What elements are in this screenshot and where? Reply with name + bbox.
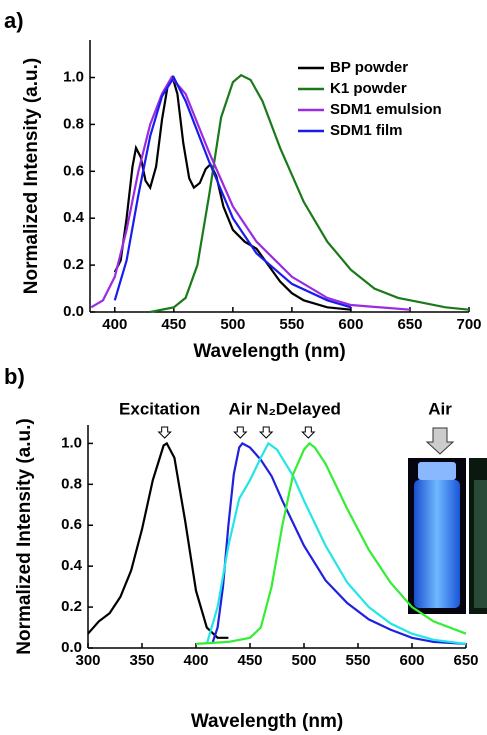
vial [414,480,460,608]
annotation-arrow [301,426,316,439]
legend-label: SDM1 film [330,122,403,139]
x-tick-label: 500 [220,316,245,333]
arrow-icon [425,427,455,455]
y-tick-label: 0.8 [61,475,82,492]
annotation-arrow [233,426,248,439]
annotation: Excitation [119,399,200,418]
y-tick-label: 0.2 [61,598,82,615]
x-axis-label: Wavelength (nm) [193,341,345,362]
legend-label: K1 powder [330,80,407,97]
series-line [87,441,229,639]
annotation-arrow [258,426,274,439]
series-line [149,73,470,314]
y-tick-label: 0.0 [63,303,84,320]
panel-label: a) [4,8,24,33]
x-tick-label: 400 [183,652,208,669]
panel-label: b) [4,364,25,389]
photo-label: Air [428,399,452,418]
x-axis-label: Wavelength (nm) [191,711,343,732]
annotation: Delayed [276,399,341,418]
x-tick-label: 700 [456,316,481,333]
legend-label: SDM1 emulsion [330,101,442,118]
x-tick-label: 450 [237,652,262,669]
y-tick-label: 0.4 [63,209,85,226]
series-line [195,441,467,645]
y-tick-label: 1.0 [63,68,84,85]
annotation: Air [228,399,252,418]
x-tick-label: 500 [291,652,316,669]
annotation-arrow [157,426,172,439]
y-tick-label: 1.0 [61,434,82,451]
x-tick-label: 550 [279,316,304,333]
photo: Air [408,399,487,614]
x-tick-label: 300 [75,652,100,669]
legend-label: BP powder [330,59,408,76]
y-tick-label: 0.2 [63,256,84,273]
vial [474,480,487,608]
x-tick-label: 400 [102,316,127,333]
y-tick-label: 0.6 [63,162,84,179]
x-tick-label: 650 [397,316,422,333]
y-axis-label: Normalized Intensity (a.u.) [21,58,42,294]
x-tick-label: 550 [345,652,370,669]
annotation: N₂ [256,399,276,418]
x-tick-label: 450 [161,316,186,333]
y-tick-label: 0.8 [63,115,84,132]
x-tick-label: 650 [453,652,478,669]
series-line [113,75,352,309]
y-axis-label: Normalized Intensity (a.u.) [14,418,35,654]
y-tick-label: 0.0 [61,639,82,656]
vial-cap [418,462,456,480]
y-tick-label: 0.4 [61,557,83,574]
series-line [113,74,352,311]
x-tick-label: 600 [338,316,363,333]
series-line [211,441,467,645]
y-tick-label: 0.6 [61,516,82,533]
x-tick-label: 600 [399,652,424,669]
x-tick-label: 350 [129,652,154,669]
